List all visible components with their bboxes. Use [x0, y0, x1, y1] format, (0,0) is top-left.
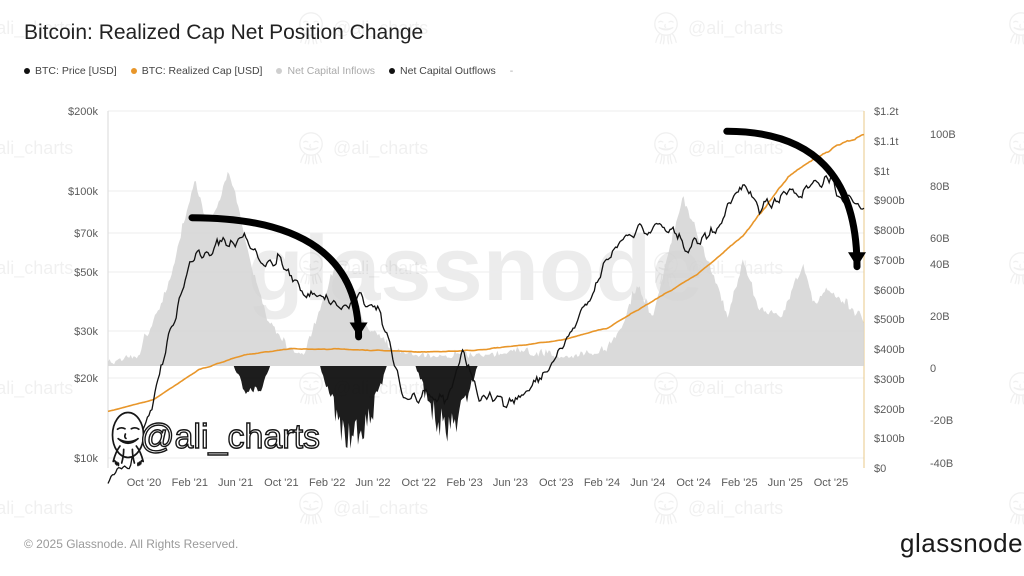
- svg-text:Jun '23: Jun '23: [493, 477, 528, 489]
- svg-text:60B: 60B: [930, 233, 950, 245]
- svg-text:$700b: $700b: [874, 255, 905, 267]
- svg-text:20B: 20B: [930, 311, 950, 323]
- svg-text:Feb '21: Feb '21: [172, 477, 208, 489]
- svg-text:$100k: $100k: [68, 186, 98, 198]
- svg-text:0: 0: [930, 363, 936, 375]
- svg-text:Jun '25: Jun '25: [768, 477, 803, 489]
- svg-text:$200b: $200b: [874, 404, 905, 416]
- svg-text:Feb '23: Feb '23: [446, 477, 482, 489]
- svg-text:100B: 100B: [930, 129, 956, 141]
- svg-text:Jun '24: Jun '24: [630, 477, 665, 489]
- svg-text:Oct '20: Oct '20: [127, 477, 162, 489]
- svg-text:$900b: $900b: [874, 195, 905, 207]
- svg-text:Jun '22: Jun '22: [355, 477, 390, 489]
- svg-text:$300b: $300b: [874, 374, 905, 386]
- svg-text:$1.1t: $1.1t: [874, 136, 898, 148]
- svg-text:Jun '21: Jun '21: [218, 477, 253, 489]
- svg-text:$600b: $600b: [874, 285, 905, 297]
- svg-text:$0: $0: [874, 463, 886, 475]
- svg-text:Oct '24: Oct '24: [676, 477, 711, 489]
- svg-text:$50k: $50k: [74, 267, 98, 279]
- svg-text:$70k: $70k: [74, 228, 98, 240]
- svg-text:Oct '25: Oct '25: [814, 477, 849, 489]
- svg-text:$400b: $400b: [874, 344, 905, 356]
- svg-text:Oct '21: Oct '21: [264, 477, 299, 489]
- svg-text:$20k: $20k: [74, 373, 98, 385]
- svg-text:Feb '24: Feb '24: [584, 477, 620, 489]
- svg-text:Feb '25: Feb '25: [721, 477, 757, 489]
- svg-text:Oct '23: Oct '23: [539, 477, 574, 489]
- svg-text:40B: 40B: [930, 259, 950, 271]
- svg-text:$30k: $30k: [74, 326, 98, 338]
- svg-text:-20B: -20B: [930, 415, 953, 427]
- svg-text:$1.2t: $1.2t: [874, 106, 898, 118]
- svg-text:$500b: $500b: [874, 314, 905, 326]
- svg-text:80B: 80B: [930, 181, 950, 193]
- svg-text:Oct '22: Oct '22: [402, 477, 437, 489]
- svg-text:$10k: $10k: [74, 453, 98, 465]
- svg-text:-40B: -40B: [930, 458, 953, 470]
- svg-text:Feb '22: Feb '22: [309, 477, 345, 489]
- svg-text:$1t: $1t: [874, 166, 889, 178]
- svg-text:$800b: $800b: [874, 225, 905, 237]
- svg-text:$200k: $200k: [68, 106, 98, 118]
- svg-text:$100b: $100b: [874, 433, 905, 445]
